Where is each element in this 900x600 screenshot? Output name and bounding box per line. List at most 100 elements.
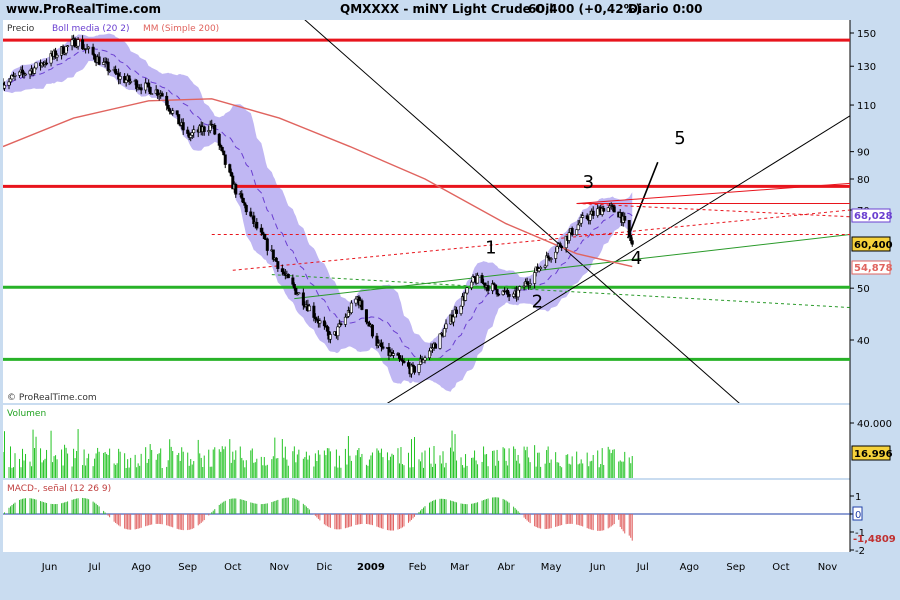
- candle: [124, 77, 128, 87]
- candle-body: [243, 202, 247, 206]
- candle: [591, 206, 595, 219]
- candle: [434, 342, 438, 349]
- legend-precio: Precio: [7, 24, 35, 34]
- trendline-4: [271, 274, 850, 309]
- candle-body: [249, 211, 253, 217]
- candle-body: [518, 286, 522, 291]
- candle: [220, 146, 224, 153]
- macd-panel: [3, 480, 850, 552]
- candle: [471, 274, 475, 285]
- candle-body: [486, 285, 490, 291]
- candle: [381, 341, 385, 350]
- candle: [549, 257, 553, 263]
- candle-body: [307, 305, 311, 312]
- candle: [55, 53, 59, 62]
- candle: [497, 292, 501, 297]
- candle-body: [364, 309, 368, 323]
- candle-body: [497, 293, 501, 296]
- candle-body: [81, 39, 85, 50]
- candle-body: [318, 320, 322, 324]
- candle: [588, 210, 592, 225]
- candle-body: [66, 45, 70, 48]
- candle-body: [533, 272, 537, 284]
- candle-body: [234, 184, 238, 195]
- candle-body: [301, 292, 305, 306]
- candle-body: [220, 146, 224, 152]
- bollinger-band: [3, 33, 633, 392]
- candle: [76, 37, 80, 50]
- candle-body: [192, 129, 196, 134]
- candle-body: [455, 309, 459, 314]
- badge-boll: 68,028: [854, 211, 893, 222]
- candle-body: [343, 316, 347, 325]
- candle-body: [381, 346, 385, 349]
- candle: [627, 220, 631, 238]
- candle-body: [118, 76, 122, 80]
- candle-body: [259, 227, 263, 233]
- y-tick-label: 110: [857, 101, 876, 112]
- x-tick-label: Sep: [726, 562, 745, 573]
- candle: [339, 321, 343, 327]
- candle-body: [262, 233, 266, 240]
- candle: [364, 309, 368, 325]
- candle: [444, 319, 448, 333]
- candle: [175, 110, 179, 117]
- candle: [539, 265, 543, 271]
- candle: [349, 300, 353, 315]
- x-tick-label: Oct: [772, 562, 789, 573]
- y-tick-label: 130: [857, 62, 876, 73]
- candle-body: [147, 82, 151, 88]
- candle: [567, 229, 571, 244]
- candle-body: [114, 69, 118, 74]
- candle: [546, 252, 550, 262]
- candle: [528, 278, 532, 289]
- volume-panel: [3, 405, 850, 478]
- candle-body: [13, 75, 17, 77]
- candle-body: [189, 134, 193, 138]
- candle-body: [171, 110, 175, 114]
- candle-body: [549, 258, 553, 260]
- candle-body: [554, 251, 558, 259]
- candle-body: [312, 305, 316, 318]
- candle: [10, 74, 14, 81]
- candle: [522, 282, 526, 291]
- candle: [328, 332, 332, 344]
- candle: [240, 190, 244, 202]
- horizontal-levels: [3, 38, 850, 361]
- candle: [24, 73, 28, 76]
- wave-label-5: 5: [674, 128, 685, 149]
- wave-label-4: 4: [631, 248, 642, 269]
- candle-body: [33, 67, 37, 74]
- candle: [255, 218, 259, 231]
- last-quote: 60,400 (+0,42%): [528, 2, 642, 16]
- y-tick-label: 40: [857, 336, 870, 347]
- candle-body: [70, 39, 74, 47]
- volume-bars: [3, 429, 633, 478]
- candle: [596, 204, 600, 218]
- mm200-line: [3, 98, 633, 268]
- candle-body: [428, 350, 432, 359]
- x-tick-label: Dic: [316, 562, 332, 573]
- candle-body: [349, 302, 353, 313]
- candle-body: [444, 323, 448, 329]
- candle-body: [34, 62, 38, 69]
- trendline-5: [576, 182, 850, 204]
- candle: [291, 274, 295, 287]
- site-name[interactable]: www.ProRealTime.com: [6, 2, 161, 16]
- candle-body: [525, 281, 529, 285]
- candle-body: [630, 240, 634, 245]
- candle-body: [202, 126, 206, 132]
- candle-body: [108, 70, 112, 72]
- candle-body: [452, 316, 456, 323]
- candle: [192, 125, 196, 138]
- candle-body: [274, 257, 278, 262]
- candle-body: [148, 86, 152, 95]
- candle-body: [443, 328, 447, 337]
- candle-body: [217, 133, 221, 146]
- candle-body: [222, 150, 226, 156]
- y-tick-label: 80: [857, 175, 870, 186]
- candle: [261, 227, 265, 236]
- candle: [630, 237, 634, 247]
